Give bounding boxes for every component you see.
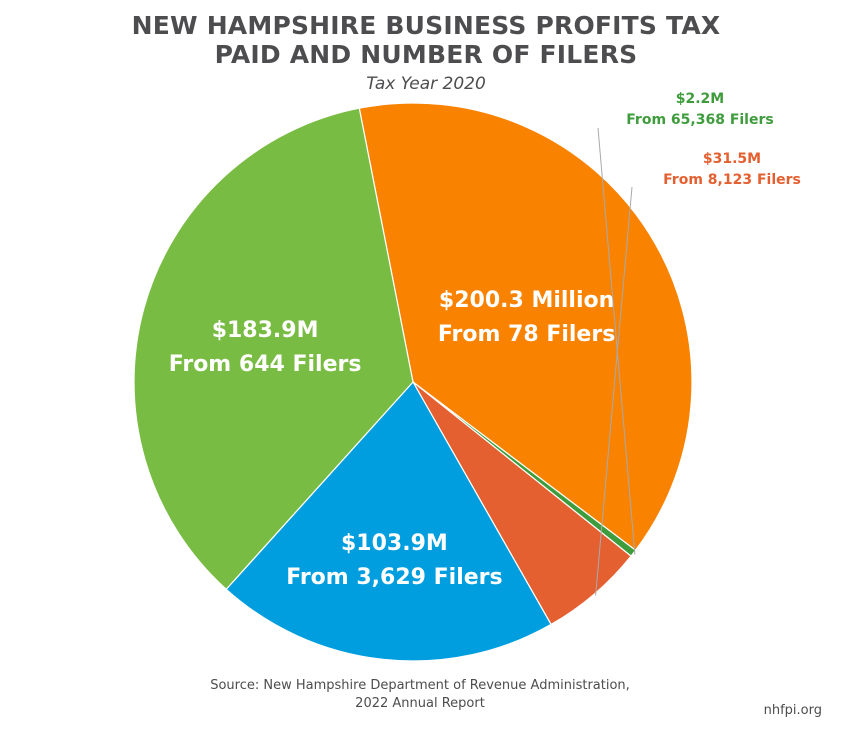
leader-line [597,127,636,555]
slice-filers-label: From 8,123 Filers [663,172,801,188]
pie-slice [358,102,693,552]
credit-link[interactable]: nhfpi.org [763,703,822,718]
slice-amount-label: $2.2M [676,91,724,107]
slice-amount-label: $31.5M [703,151,761,167]
slice-filers-label: From 3,629 Filers [286,565,502,590]
chart-title-line-1: NEW HAMPSHIRE BUSINESS PROFITS TAX [131,11,721,40]
slice-amount-label: $183.9M [212,318,319,343]
chart-title-line-2: PAID AND NUMBER OF FILERS [214,40,638,69]
leader-line [595,186,633,596]
slice-amount-label: $103.9M [341,531,448,556]
pie-slice [225,380,552,662]
source-line-1: Source: New Hampshire Department of Reve… [210,678,630,693]
slice-filers-label: From 65,368 Filers [626,112,773,128]
slice-filers-label: From 644 Filers [169,352,362,377]
source-line-2: 2022 Annual Report [355,696,485,711]
slice-filers-label: From 78 Filers [438,322,615,347]
slice-amount-label: $200.3 Million [439,288,614,313]
chart-subtitle: Tax Year 2020 [366,74,486,94]
pie-slice [133,107,414,591]
source-note: Source: New Hampshire Department of Reve… [140,677,700,713]
